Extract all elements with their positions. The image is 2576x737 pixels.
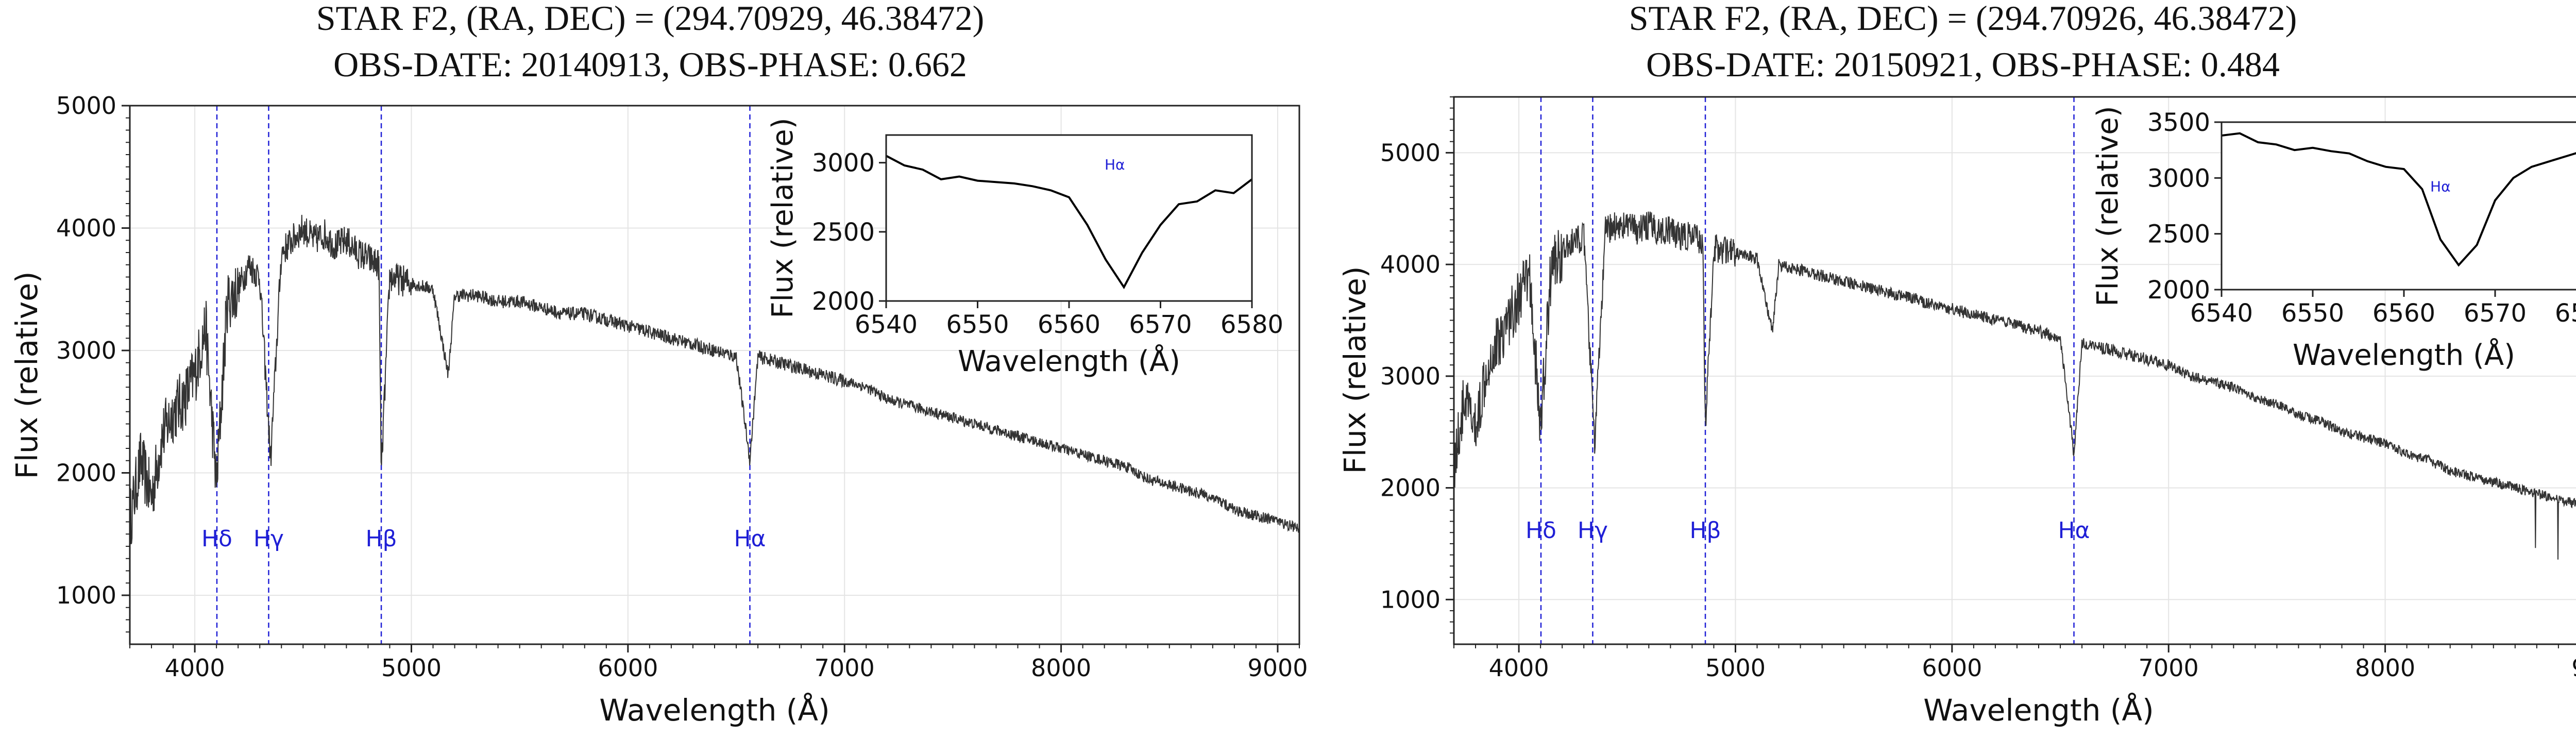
inset-y-axis-label-1: Flux (relative) [766,118,800,318]
inset-profile-line [2221,132,2576,267]
x-tick-label: 9000 [2571,654,2576,682]
chart-grid-2 [1454,97,2576,644]
chart-y-axis-label-1: Flux (relative) [9,271,44,479]
chart-x-axis-label-1: Wavelength (Å) [599,692,829,728]
chart-series-1 [129,214,1300,548]
inset-x-tick-label: 6580 [1221,310,1283,339]
balmer-label-Hα: Hα [2058,517,2090,544]
inset-line-label-1: Hα [1105,156,1125,173]
chart-subtitle-1: OBS-DATE: 20140913, OBS-PHASE: 0.662 [333,45,967,84]
chart-series-2 [1453,211,2576,560]
inset-x-tick-label: 6550 [946,310,1009,339]
chart-x-ticks-1: 4000 5000 6000 7000 8000 9000 [129,644,1308,682]
inset-y-tick-label: 3000 [812,149,875,178]
inset-x-tick-label: 6580 [2555,299,2576,328]
chart-y-axis-label-2: Flux (relative) [1337,266,1372,474]
inset-x-tick-label: 6560 [1038,310,1100,339]
inset-x-tick-label: 6540 [855,310,918,339]
x-tick-label: 4000 [1489,654,1549,682]
balmer-label-Hβ: Hβ [365,526,397,552]
inset-y-tick-label: 3500 [2147,108,2210,137]
x-tick-label: 6000 [1922,654,1982,682]
y-tick-label: 5000 [56,92,116,120]
inset-2: Hα 6540 6550 6560 6570 6580 2000 2500 3000 3500… [2091,106,2576,372]
inset-x-tick-label: 6550 [2281,299,2344,328]
chart-y-ticks-1: 1000 2000 3000 4000 5000 [56,92,130,633]
inset-profile-line [886,155,1253,290]
inset-1: Hα 6540 6550 6560 6570 6580 2000 2500 3000 Wav… [766,118,1283,378]
x-tick-label: 7000 [815,654,875,682]
inset-series-2 [2221,132,2576,267]
y-tick-label: 2000 [56,459,116,487]
x-tick-label: 6000 [598,654,658,682]
chart-title-2: STAR F2, (RA, DEC) = (294.70926, 46.3847… [1629,0,2297,38]
x-tick-label: 8000 [1031,654,1091,682]
y-tick-label: 5000 [1380,139,1440,166]
chart-panel-1: STAR F2, (RA, DEC) = (294.70929, 46.3847… [9,0,1308,728]
chart-line-markers-1: Hδ Hγ Hβ Hα [201,106,766,644]
inset-x-ticks-1: 6540 6550 6560 6570 6580 [855,301,1283,339]
balmer-label-Hγ: Hγ [1578,517,1608,544]
inset-background-1 [886,135,1252,301]
inset-y-ticks-1: 2000 2500 3000 [812,149,886,316]
inset-background-2 [2222,122,2576,290]
balmer-label-Hγ: Hγ [253,526,284,552]
y-tick-label: 1000 [1380,585,1440,613]
inset-y-tick-label: 2500 [2147,220,2210,249]
x-tick-label: 4000 [165,654,225,682]
x-tick-label: 5000 [1705,654,1766,682]
chart-subtitle-2: OBS-DATE: 20150921, OBS-PHASE: 0.484 [1646,45,2280,84]
inset-y-tick-label: 3000 [2147,164,2210,193]
chart-x-axis-label-2: Wavelength (Å) [1923,692,2154,728]
balmer-label-Hδ: Hδ [1526,517,1556,544]
chart-line-markers-2: Hδ Hγ Hβ Hα [1526,97,2090,644]
x-tick-label: 9000 [1247,654,1308,682]
inset-x-tick-label: 6570 [1129,310,1192,339]
balmer-label-Hδ: Hδ [201,526,232,552]
inset-x-axis-label-1: Wavelength (Å) [958,344,1180,378]
y-tick-label: 4000 [1380,250,1440,278]
y-tick-label: 2000 [1380,474,1440,502]
inset-x-tick-label: 6570 [2464,299,2527,328]
inset-y-tick-label: 2000 [812,287,875,316]
chart-y-ticks-2: 1000 2000 3000 4000 5000 [1380,96,1454,634]
inset-y-ticks-2: 2000 2500 3000 3500 [2147,108,2222,305]
x-tick-label: 5000 [381,654,442,682]
inset-series-1 [886,155,1253,290]
y-tick-label: 1000 [56,581,116,609]
balmer-label-Hβ: Hβ [1689,517,1721,544]
inset-y-axis-label-2: Flux (relative) [2091,106,2125,306]
inset-x-tick-label: 6540 [2190,299,2253,328]
y-tick-label: 4000 [56,214,116,242]
inset-x-ticks-2: 6540 6550 6560 6570 6580 [2190,290,2576,328]
inset-x-axis-label-2: Wavelength (Å) [2293,338,2515,372]
chart-panel-2: STAR F2, (RA, DEC) = (294.70926, 46.3847… [1337,0,2576,728]
y-tick-label: 3000 [56,337,116,364]
x-tick-label: 8000 [2355,654,2415,682]
chart-title-1: STAR F2, (RA, DEC) = (294.70929, 46.3847… [316,0,985,38]
inset-x-tick-label: 6560 [2372,299,2435,328]
x-tick-label: 7000 [2139,654,2199,682]
inset-y-tick-label: 2000 [2147,276,2210,305]
balmer-label-Hα: Hα [734,526,766,552]
spectrum-line [129,214,1300,548]
spectrum-line [1453,211,2576,560]
inset-line-label-2: Hα [2430,178,2451,195]
y-tick-label: 3000 [1380,362,1440,390]
inset-y-tick-label: 2500 [812,218,875,247]
chart-x-ticks-2: 4000 5000 6000 7000 8000 9000 [1453,644,2576,682]
